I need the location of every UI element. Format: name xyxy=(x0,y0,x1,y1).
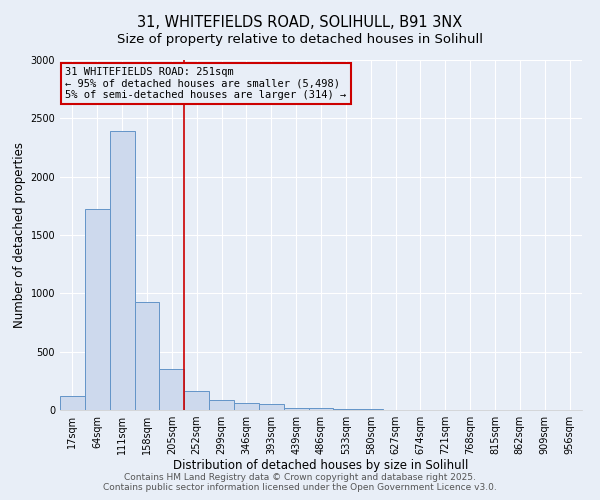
Text: Contains HM Land Registry data © Crown copyright and database right 2025.
Contai: Contains HM Land Registry data © Crown c… xyxy=(103,473,497,492)
Y-axis label: Number of detached properties: Number of detached properties xyxy=(13,142,26,328)
Bar xyxy=(184,392,209,410)
Bar xyxy=(160,369,184,410)
Bar xyxy=(308,408,334,410)
Text: Size of property relative to detached houses in Solihull: Size of property relative to detached ho… xyxy=(117,32,483,46)
Text: 31 WHITEFIELDS ROAD: 251sqm
← 95% of detached houses are smaller (5,498)
5% of s: 31 WHITEFIELDS ROAD: 251sqm ← 95% of det… xyxy=(65,67,346,100)
Bar xyxy=(234,403,259,410)
Bar xyxy=(284,408,308,410)
Bar xyxy=(85,210,110,410)
X-axis label: Distribution of detached houses by size in Solihull: Distribution of detached houses by size … xyxy=(173,458,469,471)
Bar xyxy=(209,400,234,410)
Bar xyxy=(334,409,358,410)
Bar xyxy=(60,396,85,410)
Bar xyxy=(259,404,284,410)
Bar xyxy=(110,131,134,410)
Bar xyxy=(134,302,160,410)
Text: 31, WHITEFIELDS ROAD, SOLIHULL, B91 3NX: 31, WHITEFIELDS ROAD, SOLIHULL, B91 3NX xyxy=(137,15,463,30)
